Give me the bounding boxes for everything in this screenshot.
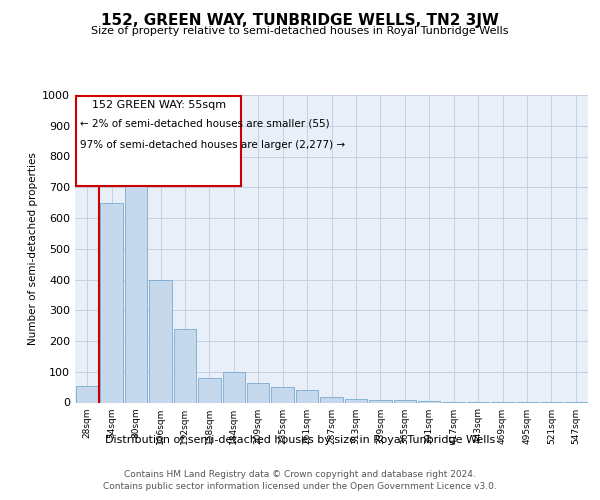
Bar (76, 386, 98, 402)
Bar (369, 400, 392, 402)
Text: 97% of semi-detached houses are larger (2,277) →: 97% of semi-detached houses are larger (… (80, 140, 345, 150)
Text: ← 2% of semi-detached houses are smaller (55): ← 2% of semi-detached houses are smaller… (80, 118, 329, 128)
Bar (247, 382, 269, 402)
Text: Distribution of semi-detached houses by size in Royal Tunbridge Wells: Distribution of semi-detached houses by … (105, 435, 495, 445)
Bar (76, 96, 241, 186)
Bar (100, 202, 123, 402)
Bar (223, 372, 245, 402)
Bar (271, 387, 294, 402)
Text: Size of property relative to semi-detached houses in Royal Tunbridge Wells: Size of property relative to semi-detach… (91, 26, 509, 36)
Y-axis label: Number of semi-detached properties: Number of semi-detached properties (28, 152, 38, 345)
Text: 152 GREEN WAY: 55sqm: 152 GREEN WAY: 55sqm (92, 100, 226, 110)
Bar (320, 397, 343, 402)
Bar (149, 280, 172, 402)
Bar (344, 400, 367, 402)
Text: 152, GREEN WAY, TUNBRIDGE WELLS, TN2 3JW: 152, GREEN WAY, TUNBRIDGE WELLS, TN2 3JW (101, 12, 499, 28)
Bar (418, 401, 440, 402)
Bar (296, 390, 319, 402)
Bar (125, 148, 148, 402)
Bar (198, 378, 221, 402)
Text: Contains public sector information licensed under the Open Government Licence v3: Contains public sector information licen… (103, 482, 497, 491)
Bar (394, 400, 416, 402)
Bar (173, 328, 196, 402)
Text: Contains HM Land Registry data © Crown copyright and database right 2024.: Contains HM Land Registry data © Crown c… (124, 470, 476, 479)
